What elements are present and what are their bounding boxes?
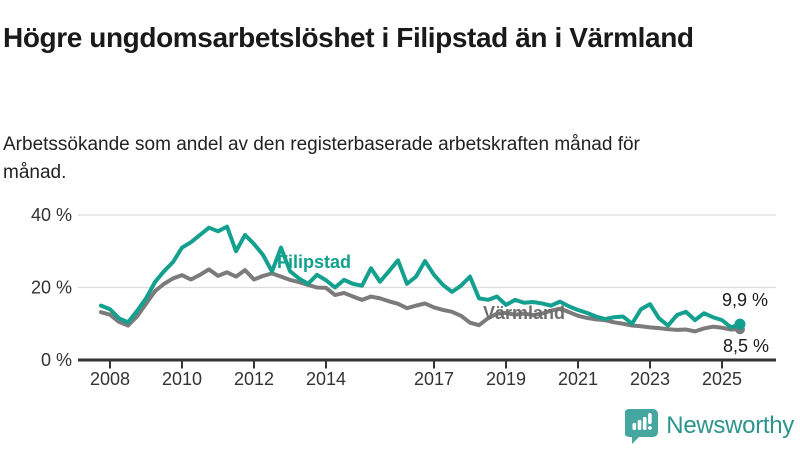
logo-exclamation-dot — [648, 426, 653, 430]
gridlines: 0 % 20 % 40 % — [31, 205, 776, 370]
x-tick-label: 2019 — [486, 369, 526, 389]
bar-chart-speech-bubble-icon — [625, 409, 659, 444]
värmland-line — [99, 267, 742, 334]
filipstad-end-value: 9,9 % — [722, 290, 769, 310]
chart-subtitle: Arbetssökande som andel av den registerb… — [3, 134, 640, 183]
varmland-series-label: Värmland — [483, 303, 566, 323]
y-tick-label: 40 % — [31, 205, 72, 225]
logo-exclamation-bar — [648, 413, 652, 424]
filipstad-end-dot — [734, 318, 746, 330]
x-tick-label: 2017 — [414, 369, 454, 389]
logo-bar-1 — [632, 423, 637, 430]
y-tick-label: 20 % — [31, 278, 72, 298]
y-tick-label: 0 % — [41, 350, 72, 370]
x-tick-label: 2008 — [90, 369, 130, 389]
newsworthy-logo: Newsworthy — [625, 408, 794, 444]
x-tick-label: 2021 — [558, 369, 598, 389]
x-tick-label: 2025 — [702, 369, 742, 389]
varmland-end-value: 8,5 % — [723, 336, 770, 356]
chart-series — [99, 224, 746, 335]
logo-badge-shape — [625, 409, 659, 444]
logo-bar-2 — [637, 420, 642, 430]
page-title: Högre ungdomsarbetslöshet i Filipstad än… — [3, 21, 694, 53]
filipstad-line — [99, 224, 742, 330]
x-tick-label: 2023 — [630, 369, 670, 389]
logo-bar-3 — [643, 417, 647, 430]
x-tick-label: 2012 — [234, 369, 274, 389]
x-axis: 2008 2010 2012 2014 2017 2019 2021 2023 2025 — [90, 361, 742, 389]
x-tick-label: 2010 — [162, 369, 202, 389]
x-tick-label: 2014 — [306, 369, 346, 389]
filipstad-series-label: Filipstad — [277, 252, 352, 272]
brand-wordmark: Newsworthy — [666, 412, 794, 439]
